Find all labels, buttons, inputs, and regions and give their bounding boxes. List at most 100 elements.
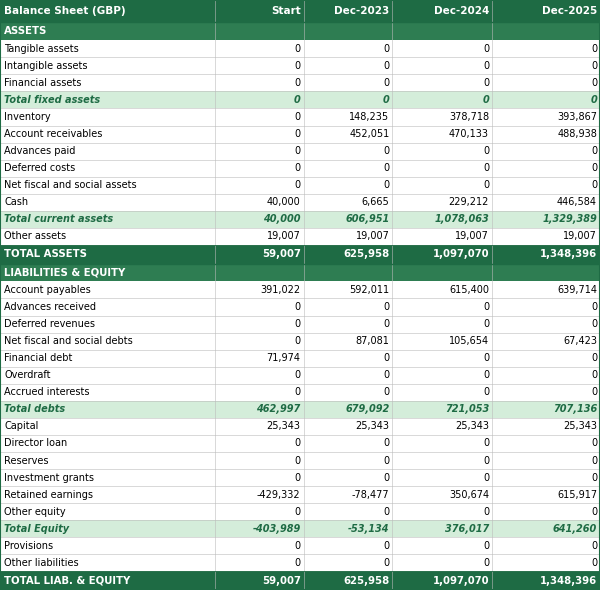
Text: Total fixed assets: Total fixed assets [4,95,100,105]
Text: 625,958: 625,958 [343,249,389,259]
Bar [0,486,600,503]
Text: 229,212: 229,212 [449,197,489,207]
Text: 40,000: 40,000 [267,197,301,207]
Text: 0: 0 [591,353,597,363]
Text: 1,348,396: 1,348,396 [540,249,597,259]
Text: 0: 0 [591,61,597,71]
Text: 639,714: 639,714 [557,285,597,295]
Bar [0,40,600,57]
Text: 0: 0 [295,78,301,88]
Bar [0,264,600,281]
Bar [0,555,600,572]
Text: Total Equity: Total Equity [4,524,70,534]
Text: Capital: Capital [4,421,38,431]
Text: 0: 0 [590,95,597,105]
Text: Accrued interests: Accrued interests [4,387,90,397]
Text: 0: 0 [295,473,301,483]
Text: 0: 0 [295,112,301,122]
Text: 1,348,396: 1,348,396 [540,576,597,586]
Text: 0: 0 [591,507,597,517]
Text: 19,007: 19,007 [455,231,489,241]
Text: 0: 0 [483,371,489,380]
Text: 0: 0 [383,95,389,105]
Text: 0: 0 [383,558,389,568]
Text: TOTAL LIAB. & EQUITY: TOTAL LIAB. & EQUITY [4,576,130,586]
Text: 25,343: 25,343 [355,421,389,431]
Text: Total current assets: Total current assets [4,214,113,224]
Bar [0,401,600,418]
Text: 19,007: 19,007 [267,231,301,241]
Text: ASSETS: ASSETS [4,27,47,37]
Bar [0,350,600,367]
Text: 452,051: 452,051 [349,129,389,139]
Bar [0,469,600,486]
Text: 0: 0 [591,181,597,190]
Text: Overdraft: Overdraft [4,371,50,380]
Bar [0,57,600,74]
Bar [0,452,600,469]
Text: 0: 0 [295,455,301,466]
Bar [0,572,600,590]
Bar [0,537,600,555]
Text: 0: 0 [483,44,489,54]
Text: 0: 0 [482,95,489,105]
Text: 0: 0 [294,95,301,105]
Text: Advances paid: Advances paid [4,146,76,156]
Bar [0,126,600,143]
Text: 1,097,070: 1,097,070 [433,249,489,259]
Text: 0: 0 [295,371,301,380]
Text: 378,718: 378,718 [449,112,489,122]
Bar [0,503,600,520]
Text: 0: 0 [295,336,301,346]
Bar [0,333,600,350]
Text: Dec-2023: Dec-2023 [334,6,389,16]
Bar [0,74,600,91]
Text: Deferred revenues: Deferred revenues [4,319,95,329]
Text: 0: 0 [483,455,489,466]
Text: 0: 0 [591,473,597,483]
Text: Financial assets: Financial assets [4,78,82,88]
Text: 0: 0 [295,438,301,448]
Bar [0,435,600,452]
Text: 0: 0 [591,302,597,312]
Text: 0: 0 [483,302,489,312]
Text: 0: 0 [591,387,597,397]
Text: Net fiscal and social assets: Net fiscal and social assets [4,181,137,190]
Bar [0,299,600,316]
Text: 0: 0 [483,163,489,173]
Text: 0: 0 [383,44,389,54]
Bar [0,160,600,177]
Text: 0: 0 [383,387,389,397]
Text: 592,011: 592,011 [349,285,389,295]
Text: 625,958: 625,958 [343,576,389,586]
Text: 0: 0 [591,146,597,156]
Text: Cash: Cash [4,197,28,207]
Text: 0: 0 [591,455,597,466]
Text: Director loan: Director loan [4,438,67,448]
Text: 1,078,063: 1,078,063 [434,214,489,224]
Text: 488,938: 488,938 [557,129,597,139]
Text: 470,133: 470,133 [449,129,489,139]
Text: 0: 0 [591,371,597,380]
Text: Total debts: Total debts [4,404,65,414]
Text: 0: 0 [383,507,389,517]
Bar [0,143,600,160]
Bar [0,228,600,245]
Text: 0: 0 [483,181,489,190]
Text: 0: 0 [295,61,301,71]
Text: Balance Sheet (GBP): Balance Sheet (GBP) [4,6,126,16]
Text: 1,329,389: 1,329,389 [542,214,597,224]
Text: Account payables: Account payables [4,285,91,295]
Text: 0: 0 [483,558,489,568]
Text: LIABILITIES & EQUITY: LIABILITIES & EQUITY [4,267,125,277]
Text: Other equity: Other equity [4,507,66,517]
Text: 0: 0 [591,163,597,173]
Text: 0: 0 [295,302,301,312]
Bar [0,245,600,264]
Text: 25,343: 25,343 [455,421,489,431]
Text: 0: 0 [483,61,489,71]
Text: Net fiscal and social debts: Net fiscal and social debts [4,336,133,346]
Bar [0,367,600,384]
Text: 0: 0 [295,44,301,54]
Text: 25,343: 25,343 [266,421,301,431]
